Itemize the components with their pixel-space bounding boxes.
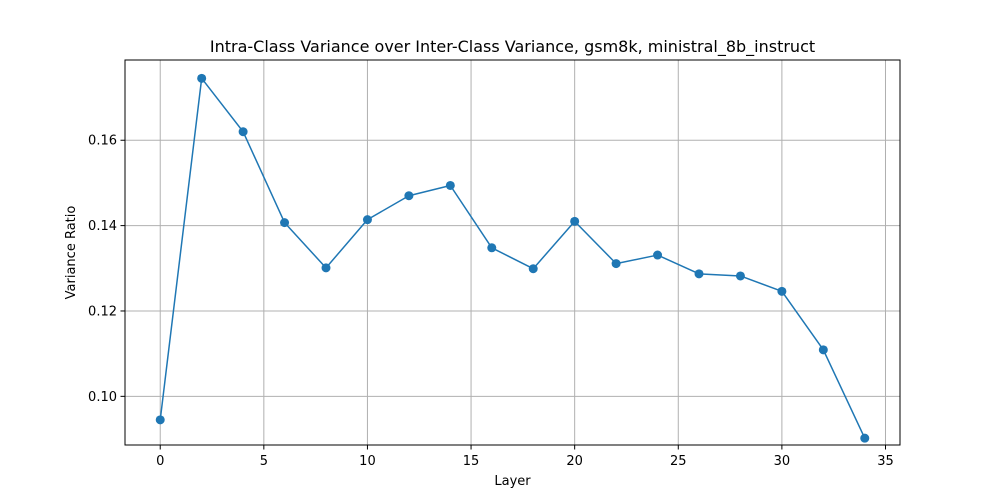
x-tick-label: 25 [670, 454, 687, 469]
data-point [777, 286, 787, 296]
data-point [445, 180, 455, 190]
data-point [197, 73, 207, 83]
data-point [487, 243, 497, 253]
y-axis-label: Variance Ratio [64, 206, 79, 300]
series-line-layer [159, 77, 866, 439]
x-tick-label: 15 [463, 454, 480, 469]
series-line [159, 77, 866, 439]
x-tick-label: 20 [566, 454, 583, 469]
x-tick-label: 10 [359, 454, 376, 469]
data-point [570, 216, 580, 226]
data-point [155, 415, 165, 425]
x-tick-label: 35 [877, 454, 894, 469]
x-axis-label: Layer [494, 474, 531, 489]
plot-area-frame [124, 59, 901, 446]
data-point [735, 271, 745, 281]
data-point [404, 191, 414, 201]
x-axis-ticks: 0 5 10 15 20 25 30 35 [156, 445, 894, 469]
data-points [155, 73, 870, 443]
y-tick-label: 0.12 [88, 304, 117, 319]
data-point [818, 345, 828, 355]
data-point [238, 127, 248, 137]
x-tick-label: 0 [156, 454, 164, 469]
y-tick-label: 0.14 [88, 219, 117, 234]
y-axis-ticks: 0.10 0.12 0.14 0.16 [88, 134, 125, 405]
data-point [362, 215, 372, 225]
data-point [528, 264, 538, 274]
data-point [653, 250, 663, 260]
data-point [694, 269, 704, 279]
y-tick-label: 0.16 [88, 134, 117, 149]
data-point [611, 259, 621, 269]
x-tick-label: 30 [774, 454, 791, 469]
grid [125, 60, 900, 445]
x-tick-label: 5 [260, 454, 268, 469]
data-point [860, 433, 870, 443]
chart-title: Intra-Class Variance over Inter-Class Va… [210, 37, 815, 57]
data-point [321, 263, 331, 273]
data-point [280, 218, 290, 228]
y-tick-label: 0.10 [88, 390, 117, 405]
